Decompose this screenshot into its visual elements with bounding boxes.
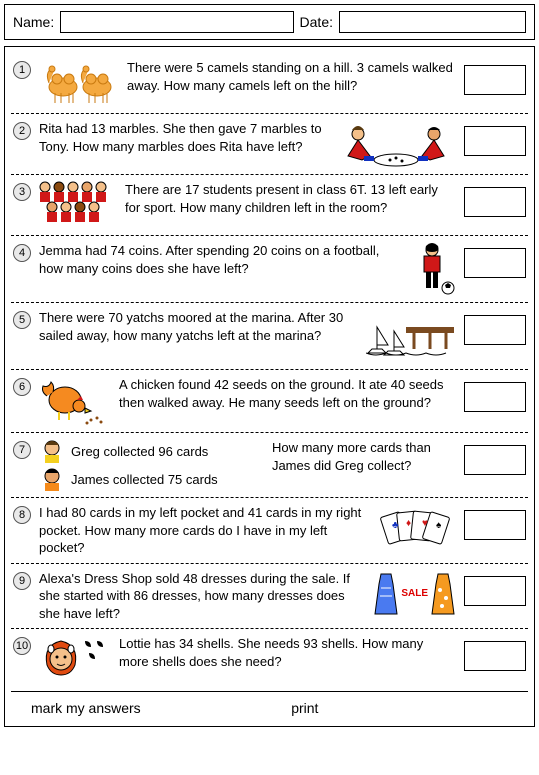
name-input[interactable]: [60, 11, 293, 33]
answer-input[interactable]: [464, 65, 526, 95]
question-number: 7: [13, 441, 31, 459]
question-side-text: How many more cards than James did Greg …: [272, 439, 456, 474]
dresses-sale-icon: SALE: [373, 570, 456, 618]
question-number: 9: [13, 572, 31, 590]
children-marbles-icon: [336, 120, 456, 168]
question-number: 8: [13, 506, 31, 524]
svg-text:♦: ♦: [406, 518, 411, 529]
chicken-icon: [39, 376, 111, 426]
question-text: Lottie has 34 shells. She needs 93 shell…: [119, 635, 456, 670]
question-row: 1 There were 5 camels standing on a: [11, 53, 528, 114]
question-text: There were 70 yatchs moored at the marin…: [39, 309, 358, 344]
question-number: 2: [13, 122, 31, 140]
question-row: 6 A chicken found 42 seeds on the ground…: [11, 370, 528, 433]
question-row: 8 I had 80 cards in my left pocket and 4…: [11, 498, 528, 564]
girl-football-icon: [412, 242, 456, 296]
header-bar: Name: Date:: [4, 4, 535, 40]
sale-label: SALE: [401, 588, 428, 599]
answer-input[interactable]: [464, 126, 526, 156]
footer: mark my answers print: [11, 692, 528, 724]
answer-input[interactable]: [464, 315, 526, 345]
question-number: 4: [13, 244, 31, 262]
question-number: 5: [13, 311, 31, 329]
date-label: Date:: [300, 14, 333, 30]
girl-shells-icon: [39, 635, 111, 685]
question-text: I had 80 cards in my left pocket and 41 …: [39, 504, 370, 557]
question-number: 1: [13, 61, 31, 79]
question-text: Rita had 13 marbles. She then gave 7 mar…: [39, 120, 328, 155]
svg-text:♥: ♥: [422, 518, 428, 529]
question-text: A chicken found 42 seeds on the ground. …: [119, 376, 456, 411]
question-text: There were 5 camels standing on a hill. …: [127, 59, 456, 94]
question-row: 10 Lottie has 34 shells. She needs 93 sh…: [11, 629, 528, 692]
svg-text:♠: ♠: [436, 520, 442, 531]
greg-text: Greg collected 96 cards: [71, 444, 208, 459]
answer-input[interactable]: [464, 445, 526, 475]
question-row: 7 Greg collected 96 cards James collecte…: [11, 433, 528, 498]
answer-input[interactable]: [464, 382, 526, 412]
students-group-icon: [39, 181, 117, 229]
question-number: 10: [13, 637, 31, 655]
question-text: Jemma had 74 coins. After spending 20 co…: [39, 242, 404, 277]
question-row: 9 Alexa's Dress Shop sold 48 dresses dur…: [11, 564, 528, 630]
marina-icon: [366, 309, 456, 363]
playing-cards-icon: ♣ ♦ ♥ ♠: [378, 504, 456, 550]
question-row: 5 There were 70 yatchs moored at the mar…: [11, 303, 528, 370]
question-row: 3 There are 17 stu: [11, 175, 528, 236]
mark-answers-link[interactable]: mark my answers: [31, 700, 291, 716]
camels-icon: [39, 59, 119, 107]
name-label: Name:: [13, 14, 54, 30]
answer-input[interactable]: [464, 510, 526, 540]
answer-input[interactable]: [464, 248, 526, 278]
boy-james-icon: [39, 467, 65, 491]
answer-input[interactable]: [464, 641, 526, 671]
question-row: 4 Jemma had 74 coins. After spending 20 …: [11, 236, 528, 303]
answer-input[interactable]: [464, 576, 526, 606]
answer-input[interactable]: [464, 187, 526, 217]
question-text: Alexa's Dress Shop sold 48 dresses durin…: [39, 570, 365, 623]
boy-greg-icon: [39, 439, 65, 463]
svg-text:♣: ♣: [392, 520, 399, 531]
date-input[interactable]: [339, 11, 526, 33]
print-link[interactable]: print: [291, 700, 508, 716]
question-number: 3: [13, 183, 31, 201]
question-row: 2 Rita had 13 marbles. She then gave 7 m…: [11, 114, 528, 175]
james-text: James collected 75 cards: [71, 472, 218, 487]
question-text: There are 17 students present in class 6…: [125, 181, 456, 216]
question-number: 6: [13, 378, 31, 396]
worksheet: 1 There were 5 camels standing on a: [4, 46, 535, 727]
